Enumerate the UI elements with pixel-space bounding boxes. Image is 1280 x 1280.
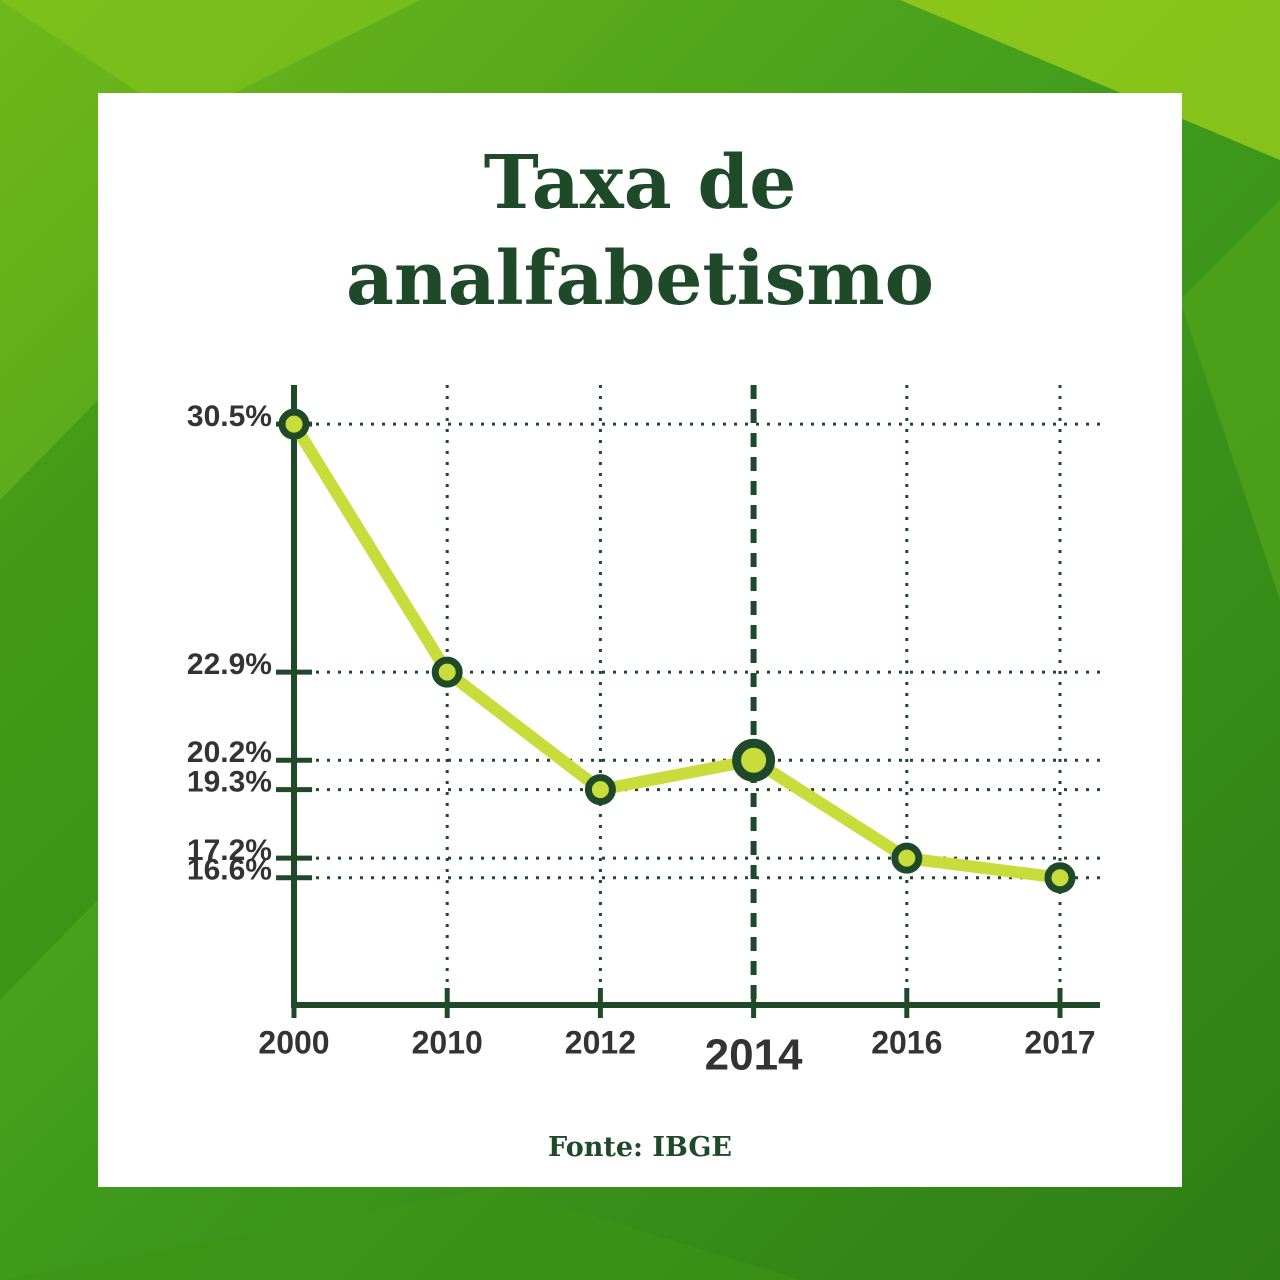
- data-point: [732, 738, 776, 782]
- source: Fonte: IBGE: [548, 1132, 732, 1163]
- data-point: [584, 774, 616, 806]
- data-point: [1044, 862, 1076, 894]
- y-tick-label: 16.6%: [187, 854, 272, 887]
- x-tick-label: 2010: [412, 1024, 483, 1060]
- chart-title: Taxa de analfabetismo: [345, 140, 935, 322]
- data-point: [278, 408, 310, 440]
- x-tick-label: 2012: [565, 1024, 636, 1060]
- y-tick-label: 17.2%: [187, 834, 272, 867]
- decor: [1180, 200, 1280, 600]
- decor: [0, 400, 98, 1000]
- decor: [0, 0, 420, 120]
- x-tick-label: 2017: [1024, 1024, 1095, 1060]
- y-tick-label: 19.3%: [187, 766, 272, 799]
- x-tick-label: 2016: [871, 1024, 942, 1060]
- data-line: [288, 421, 1061, 884]
- data-point: [431, 656, 463, 688]
- decor: [900, 0, 1280, 160]
- y-tick-label: 22.9%: [187, 648, 272, 681]
- x-tick-label: 2014: [705, 1031, 803, 1080]
- decor: [0, 1187, 800, 1280]
- y-tick-label: 20.2%: [187, 736, 272, 769]
- data-point: [891, 842, 923, 874]
- x-tick-label: 2000: [258, 1024, 329, 1060]
- y-tick-label: 30.5%: [187, 400, 272, 433]
